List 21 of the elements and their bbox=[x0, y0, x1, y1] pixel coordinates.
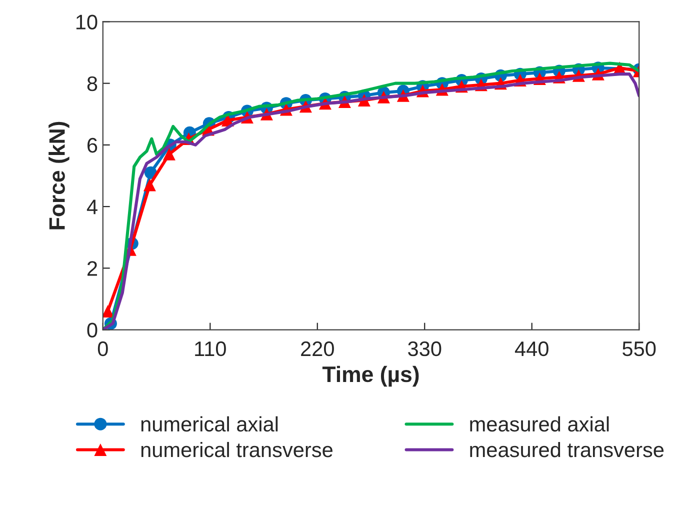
legend-label: numerical transverse bbox=[141, 442, 332, 458]
x-tick-label: 110 bbox=[195, 341, 226, 356]
x-tick-label: 0 bbox=[98, 341, 108, 356]
legend-label: measured axial bbox=[470, 416, 609, 432]
y-axis-title: Force (kN) bbox=[48, 122, 70, 230]
x-axis-title: Time (µs) bbox=[322, 366, 419, 387]
x-tick-label: 220 bbox=[301, 341, 334, 356]
y-tick-label: 6 bbox=[88, 138, 98, 153]
point bbox=[143, 178, 156, 192]
point bbox=[162, 148, 176, 160]
x-tick-label: 440 bbox=[514, 341, 548, 356]
legend-label: measured transverse bbox=[470, 442, 664, 458]
x-tick-label: 550 bbox=[622, 341, 656, 356]
y-tick-label: 10 bbox=[76, 14, 98, 30]
point bbox=[102, 305, 114, 318]
legend-label: numerical axial bbox=[141, 416, 278, 432]
y-tick-label: 4 bbox=[86, 200, 98, 214]
y-tick-label: 2 bbox=[88, 261, 97, 276]
y-tick-label: 8 bbox=[87, 76, 98, 92]
y-tick-label: 0 bbox=[87, 322, 98, 338]
x-tick-label: 330 bbox=[408, 341, 442, 356]
